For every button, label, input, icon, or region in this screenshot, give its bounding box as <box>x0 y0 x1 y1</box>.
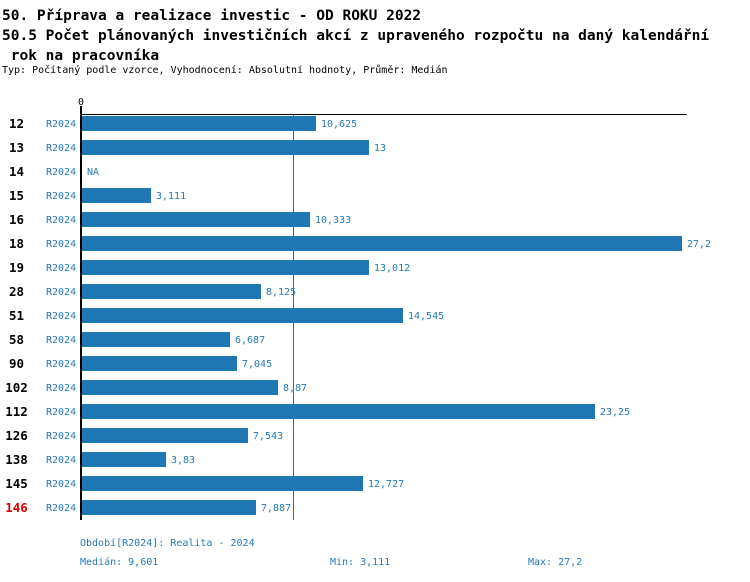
bar-value-label: 7,887 <box>261 503 292 514</box>
row-category-label: 14 <box>8 164 25 179</box>
bar-value-label: 13,012 <box>374 263 411 274</box>
row-category-label: 112 <box>5 404 28 419</box>
row-series-label: R2024 <box>46 407 77 418</box>
bar-value-label: 7,543 <box>253 431 284 442</box>
row-category-label: 13 <box>8 140 25 155</box>
row-series-label: R2024 <box>46 479 77 490</box>
bar-value-label: 10,625 <box>321 119 358 130</box>
row-category-label: 51 <box>8 308 25 323</box>
row-category-label: 12 <box>8 116 25 131</box>
bar <box>82 428 248 443</box>
report-title: 50. Příprava a realizace investic - OD R… <box>2 8 422 24</box>
row-category-label: 146 <box>5 500 28 515</box>
row-series-label: R2024 <box>46 287 77 298</box>
row-series-label: R2024 <box>46 503 77 514</box>
row-category-label: 16 <box>8 212 25 227</box>
bar-value-label: 7,045 <box>242 359 273 370</box>
row-series-label: R2024 <box>46 239 77 250</box>
bar-value-label: 27,2 <box>687 239 712 250</box>
bar <box>82 476 363 491</box>
bar <box>82 500 256 515</box>
footer-period: Období[R2024]: Realita - 2024 <box>80 538 255 549</box>
bar <box>82 212 310 227</box>
row-category-label: 138 <box>5 452 28 467</box>
bar <box>82 452 166 467</box>
bar <box>82 188 151 203</box>
bar <box>82 404 595 419</box>
bar <box>82 140 369 155</box>
row-series-label: R2024 <box>46 311 77 322</box>
row-series-label: R2024 <box>46 431 77 442</box>
bar-value-label: 10,333 <box>315 215 352 226</box>
row-series-label: R2024 <box>46 383 77 394</box>
footer-min: Min: 3,111 <box>330 557 391 568</box>
row-series-label: R2024 <box>46 455 77 466</box>
bar-value-label: 14,545 <box>408 311 445 322</box>
bar <box>82 260 369 275</box>
row-category-label: 18 <box>8 236 25 251</box>
bar <box>82 356 237 371</box>
row-category-label: 145 <box>5 476 28 491</box>
bar-value-label: 12,727 <box>368 479 405 490</box>
row-category-label: 28 <box>8 284 25 299</box>
row-series-label: R2024 <box>46 215 77 226</box>
row-series-label: R2024 <box>46 119 77 130</box>
bar-value-label: NA <box>87 167 100 178</box>
row-category-label: 15 <box>8 188 25 203</box>
row-category-label: 58 <box>8 332 25 347</box>
indicator-title-line2: rok na pracovníka <box>2 48 160 64</box>
x-axis-line <box>81 114 687 115</box>
row-category-label: 126 <box>5 428 28 443</box>
row-series-label: R2024 <box>46 143 77 154</box>
x-axis-zero-tick-label: 0 <box>77 97 85 108</box>
indicator-title-line1: 50.5 Počet plánovaných investičních akcí… <box>2 28 710 44</box>
bar <box>82 116 316 131</box>
bar <box>82 284 261 299</box>
row-category-label: 19 <box>8 260 25 275</box>
bar-value-label: 3,111 <box>156 191 187 202</box>
indicator-subtitle: Typ: Počítaný podle vzorce, Vyhodnocení:… <box>2 65 448 76</box>
footer-median: Medián: 9,601 <box>80 557 159 568</box>
bar <box>82 332 230 347</box>
bar-value-label: 8,125 <box>266 287 297 298</box>
row-series-label: R2024 <box>46 167 77 178</box>
row-series-label: R2024 <box>46 335 77 346</box>
bar <box>82 308 403 323</box>
y-axis-line <box>80 106 82 520</box>
bar <box>82 236 682 251</box>
row-series-label: R2024 <box>46 359 77 370</box>
row-category-label: 90 <box>8 356 25 371</box>
bar-value-label: 23,25 <box>600 407 631 418</box>
bar <box>82 380 278 395</box>
bar-value-label: 13 <box>374 143 387 154</box>
bar-value-label: 8,87 <box>283 383 308 394</box>
row-series-label: R2024 <box>46 191 77 202</box>
footer-max: Max: 27,2 <box>528 557 583 568</box>
bar-value-label: 3,83 <box>171 455 196 466</box>
row-category-label: 102 <box>5 380 28 395</box>
bar-value-label: 6,687 <box>235 335 266 346</box>
row-series-label: R2024 <box>46 263 77 274</box>
